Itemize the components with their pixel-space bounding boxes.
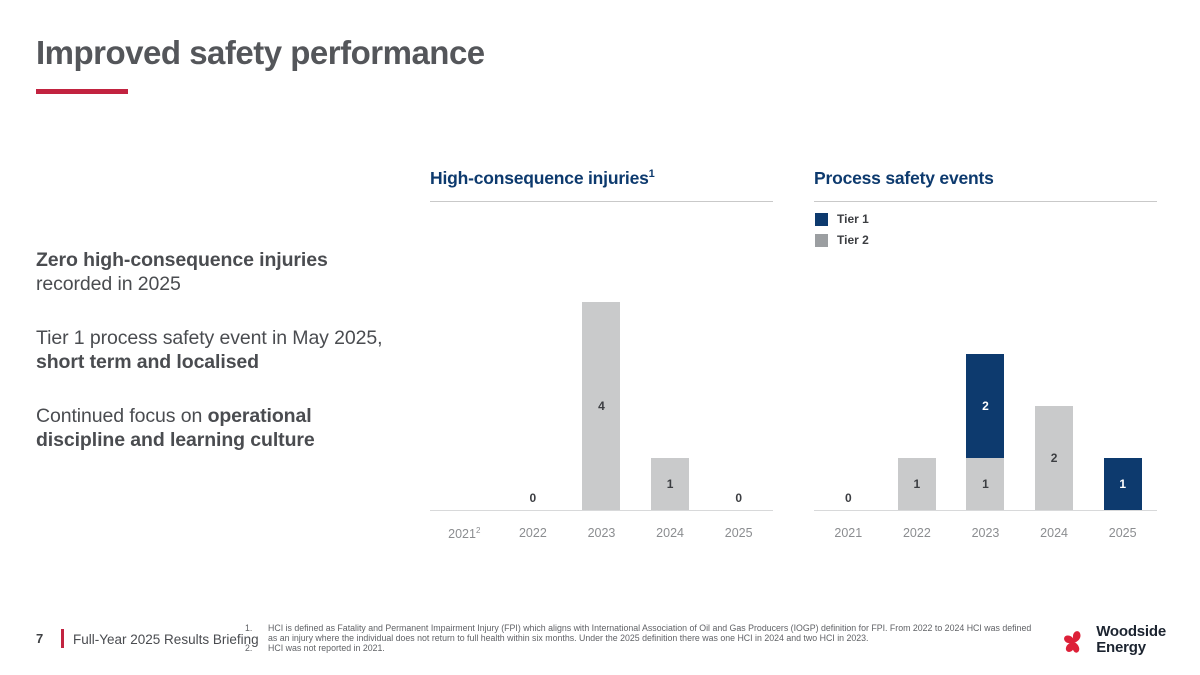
bar-value-label: 1 bbox=[913, 477, 921, 491]
logo-line2: Energy bbox=[1096, 639, 1146, 656]
x-axis-label: 2021 bbox=[834, 526, 863, 540]
page-title: Improved safety performance bbox=[36, 34, 485, 71]
bar-column-2025: 1 bbox=[1088, 208, 1157, 510]
legend-swatch bbox=[815, 212, 828, 226]
x-axis-label: 2024 bbox=[656, 526, 684, 540]
key-message: Zero high-consequence injuries recorded i… bbox=[36, 249, 328, 295]
x-axis-label: 2025 bbox=[1108, 526, 1137, 540]
chart-title-rule bbox=[814, 201, 1157, 202]
x-axis-label: 2022 bbox=[902, 526, 931, 540]
legend-item: Tier 1 bbox=[815, 212, 869, 226]
bar-value-label: 2 bbox=[982, 399, 989, 413]
bar-segment: 2 bbox=[966, 354, 1005, 458]
woodside-petals-icon bbox=[1064, 631, 1081, 653]
chart-title: Process safety events bbox=[814, 168, 994, 188]
chart-title-rule bbox=[430, 201, 773, 202]
bar-column-2022: 1 bbox=[883, 208, 952, 510]
footnote: 2. HCI was not reported in 2021. bbox=[245, 642, 385, 653]
x-axis-label: 2022 bbox=[518, 526, 547, 540]
bar-column-2024: 1 bbox=[636, 208, 705, 510]
bar-value-label: 2 bbox=[1050, 451, 1058, 465]
logo-wordmark: Woodside Energy bbox=[1096, 624, 1166, 656]
key-message: Tier 1 process safety event in May 2025,… bbox=[36, 327, 383, 373]
bar-value-label: 1 bbox=[1119, 477, 1127, 491]
footnote: 1. HCI is defined as Fatality and Permane… bbox=[245, 623, 1032, 643]
bar-segment: 2 bbox=[1035, 406, 1074, 510]
legend-label: Tier 2 bbox=[837, 233, 869, 247]
zero-value-label: 0 bbox=[529, 491, 537, 505]
bar-segment: 1 bbox=[966, 458, 1005, 510]
legend-label: Tier 1 bbox=[837, 212, 869, 226]
bar-column-2025: 0 bbox=[704, 208, 773, 510]
logo-line1: Woodside bbox=[1096, 623, 1166, 640]
footer-divider bbox=[61, 629, 64, 648]
bar-value-label: 1 bbox=[982, 477, 989, 491]
bar-column-2024: 2 bbox=[1020, 208, 1089, 510]
footer-presentation-title: Full-Year 2025 Results Briefing bbox=[73, 632, 259, 647]
chart-x-axis-labels: 20212 2022 2023 2024 2025 bbox=[430, 520, 773, 542]
key-message: Continued focus on operational discipline… bbox=[36, 405, 315, 451]
x-axis-label: 2024 bbox=[1040, 526, 1068, 540]
x-axis-label: 20212 bbox=[448, 526, 481, 542]
bar-segment: 1 bbox=[897, 458, 936, 510]
bar-column-2023: 4 bbox=[567, 208, 636, 510]
bar-segment: 1 bbox=[651, 458, 690, 510]
title-accent-bar bbox=[36, 89, 128, 94]
bar-column-2021: 0 bbox=[814, 208, 883, 510]
bar-segment: 4 bbox=[582, 302, 621, 510]
bar-column-2021 bbox=[430, 208, 499, 510]
legend-item: Tier 2 bbox=[815, 233, 869, 247]
x-axis-label: 2023 bbox=[971, 526, 1000, 540]
x-axis-label: 2023 bbox=[587, 526, 616, 540]
footnotes: 1. HCI is defined as Fatality and Permane… bbox=[245, 623, 1045, 653]
key-messages: Zero high-consequence injuries recorded i… bbox=[36, 248, 431, 482]
zero-value-label: 0 bbox=[844, 491, 852, 505]
woodside-energy-logo: Woodside Energy bbox=[1057, 622, 1166, 658]
bar-value-label: 1 bbox=[666, 477, 674, 491]
chart-legend: Tier 1 Tier 2 bbox=[815, 212, 869, 254]
zero-value-label: 0 bbox=[735, 491, 743, 505]
bar-value-label: 4 bbox=[598, 399, 605, 413]
chart-x-axis-labels: 2021 2022 2023 2024 2025 bbox=[814, 520, 1157, 542]
page-number: 7 bbox=[36, 631, 44, 646]
bar-segment: 1 bbox=[1103, 458, 1142, 510]
chart-plot: 0 4 1 0 bbox=[430, 208, 773, 511]
legend-swatch bbox=[815, 233, 828, 247]
bar-column-2022: 0 bbox=[499, 208, 568, 510]
chart-title: High-consequence injuries1 bbox=[430, 168, 655, 188]
x-axis-label: 2025 bbox=[724, 526, 753, 540]
